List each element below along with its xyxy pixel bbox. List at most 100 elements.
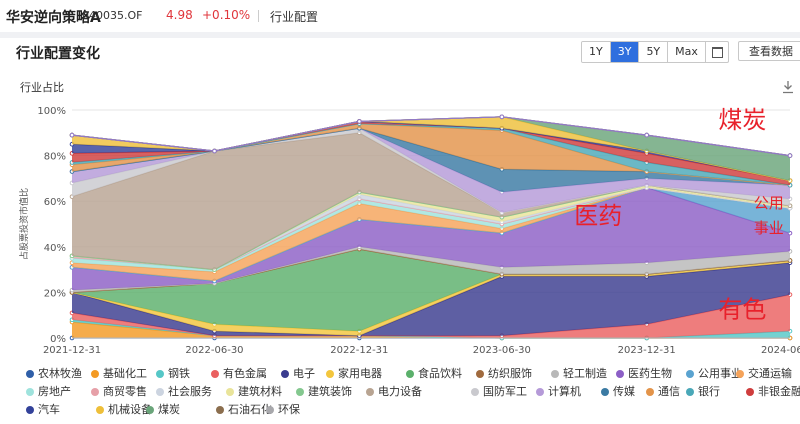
chart-ylabel: 行业占比 <box>20 81 64 94</box>
top-bar: 华安逆向策略A 040035.OF 4.98 +0.10% 行业配置 <box>0 0 800 32</box>
legend-label: 机械设备 <box>108 403 152 416</box>
area-医药生物 <box>72 187 790 291</box>
legend-label: 建筑材料 <box>238 385 282 398</box>
area-家用电器 <box>72 260 790 336</box>
legend-label: 银行 <box>698 385 720 398</box>
view-data-button[interactable]: 查看数据 <box>738 41 800 61</box>
legend-label: 环保 <box>278 403 300 416</box>
download-icon[interactable] <box>782 80 794 94</box>
data-point <box>499 114 505 120</box>
x-tick-label: 2023-06-30 <box>473 345 531 356</box>
area-交通运输 <box>72 187 790 281</box>
y-tick-label: 60% <box>44 197 66 208</box>
annotation-text: 有色 <box>718 295 766 323</box>
y-tick-label: 80% <box>44 152 66 163</box>
breadcrumb-section[interactable]: 行业配置 <box>270 10 319 24</box>
legend-dot-icon <box>146 406 154 414</box>
legend-label: 通信 <box>658 385 680 398</box>
calendar-icon <box>711 47 723 58</box>
legend-dot-icon <box>26 370 34 378</box>
legend-label: 纺织服饰 <box>488 367 532 380</box>
x-tick-label: 2023-12-31 <box>618 345 676 356</box>
data-point <box>212 148 217 154</box>
legend-dot-icon <box>226 388 234 396</box>
legend-label: 商贸零售 <box>103 385 147 398</box>
legend-label: 钢铁 <box>168 367 190 380</box>
legend-label: 基础化工 <box>103 367 147 380</box>
area-通信 <box>72 123 790 186</box>
annotation-text: 煤炭 <box>718 106 766 134</box>
range-button-max[interactable]: Max <box>668 42 706 62</box>
area-计算机 <box>72 128 790 213</box>
legend-dot-icon <box>26 406 34 414</box>
legend-dot-icon <box>266 406 274 414</box>
area-钢铁 <box>72 319 790 338</box>
data-point <box>644 132 650 138</box>
range-button-1y[interactable]: 1Y <box>582 42 611 62</box>
legend-label: 国防军工 <box>483 385 527 398</box>
range-button-5y[interactable]: 5Y <box>639 42 669 62</box>
legend-label: 有色金属 <box>223 367 267 380</box>
legend-dot-icon <box>551 370 559 378</box>
data-point <box>787 153 793 158</box>
industry-area-chart: 0% 20% 40% 60% 80% 100% 2021-12-31 2022-06-30 20… <box>18 106 800 356</box>
legend-dot-icon <box>26 388 34 396</box>
area-轻工制造 <box>72 246 790 293</box>
legend-label: 公用事业 <box>698 367 742 380</box>
fund-name: 华安逆向策略A <box>6 10 101 26</box>
legend-dot-icon <box>406 370 414 378</box>
legend-dot-icon <box>211 370 219 378</box>
fund-code: 040035.OF <box>82 9 143 22</box>
legend-label: 非银金融 <box>758 385 800 398</box>
legend-label: 计算机 <box>548 385 581 398</box>
legend-dot-icon <box>686 388 694 396</box>
legend-label: 轻工制造 <box>563 367 607 380</box>
legend-label: 交通运输 <box>748 367 792 380</box>
legend-dot-icon <box>296 388 304 396</box>
legend-dot-icon <box>686 370 694 378</box>
legend-label: 建筑装饰 <box>308 385 352 398</box>
annotation-text: 公用 <box>754 194 784 212</box>
legend-label: 电子 <box>293 367 315 380</box>
area-煤炭 <box>72 116 790 181</box>
series-line-美容护理 <box>71 116 791 157</box>
y-axis-title: 占股票投资市值比 <box>18 188 30 260</box>
legend-label: 煤炭 <box>158 403 180 416</box>
range-selector: 1Y 3Y 5Y Max <box>581 41 729 63</box>
legend-label: 医药生物 <box>628 367 672 380</box>
area-传媒 <box>72 128 790 193</box>
area-电子 <box>72 262 790 336</box>
area-基础化工 <box>72 322 790 338</box>
legend-label: 食品饮料 <box>418 367 462 380</box>
legend-label: 电力设备 <box>378 385 422 398</box>
range-button-3y[interactable]: 3Y <box>610 42 640 62</box>
x-tick-label: 2021-12-31 <box>43 345 101 356</box>
date-picker-button[interactable] <box>706 42 728 62</box>
area-食品饮料 <box>72 249 790 332</box>
y-tick-label: 40% <box>44 243 66 254</box>
fund-price: 4.98 <box>166 8 193 22</box>
y-tick-label: 0% <box>50 334 66 345</box>
x-tick-label: 2022-06-30 <box>185 345 243 356</box>
legend-label: 家用电器 <box>338 367 382 380</box>
y-tick-label: 100% <box>37 106 66 117</box>
legend-dot-icon <box>746 388 754 396</box>
legend-dot-icon <box>646 388 654 396</box>
legend-label: 农林牧渔 <box>38 367 82 380</box>
annotation-text: 事业 <box>754 219 784 237</box>
legend-dot-icon <box>281 370 289 378</box>
legend-label: 房地产 <box>38 385 71 398</box>
data-point <box>357 119 362 124</box>
legend-dot-icon <box>616 370 624 378</box>
legend-dot-icon <box>91 370 99 378</box>
legend-dot-icon <box>366 388 374 396</box>
section-divider <box>0 32 800 38</box>
annotation-text: 医药 <box>574 202 622 230</box>
legend-label: 社会服务 <box>168 385 212 398</box>
legend-dot-icon <box>471 388 479 396</box>
fund-change: +0.10% <box>202 8 251 22</box>
legend-label: 汽车 <box>38 403 60 416</box>
legend-dot-icon <box>601 388 609 396</box>
legend-dot-icon <box>156 370 164 378</box>
legend-dot-icon <box>736 370 744 378</box>
